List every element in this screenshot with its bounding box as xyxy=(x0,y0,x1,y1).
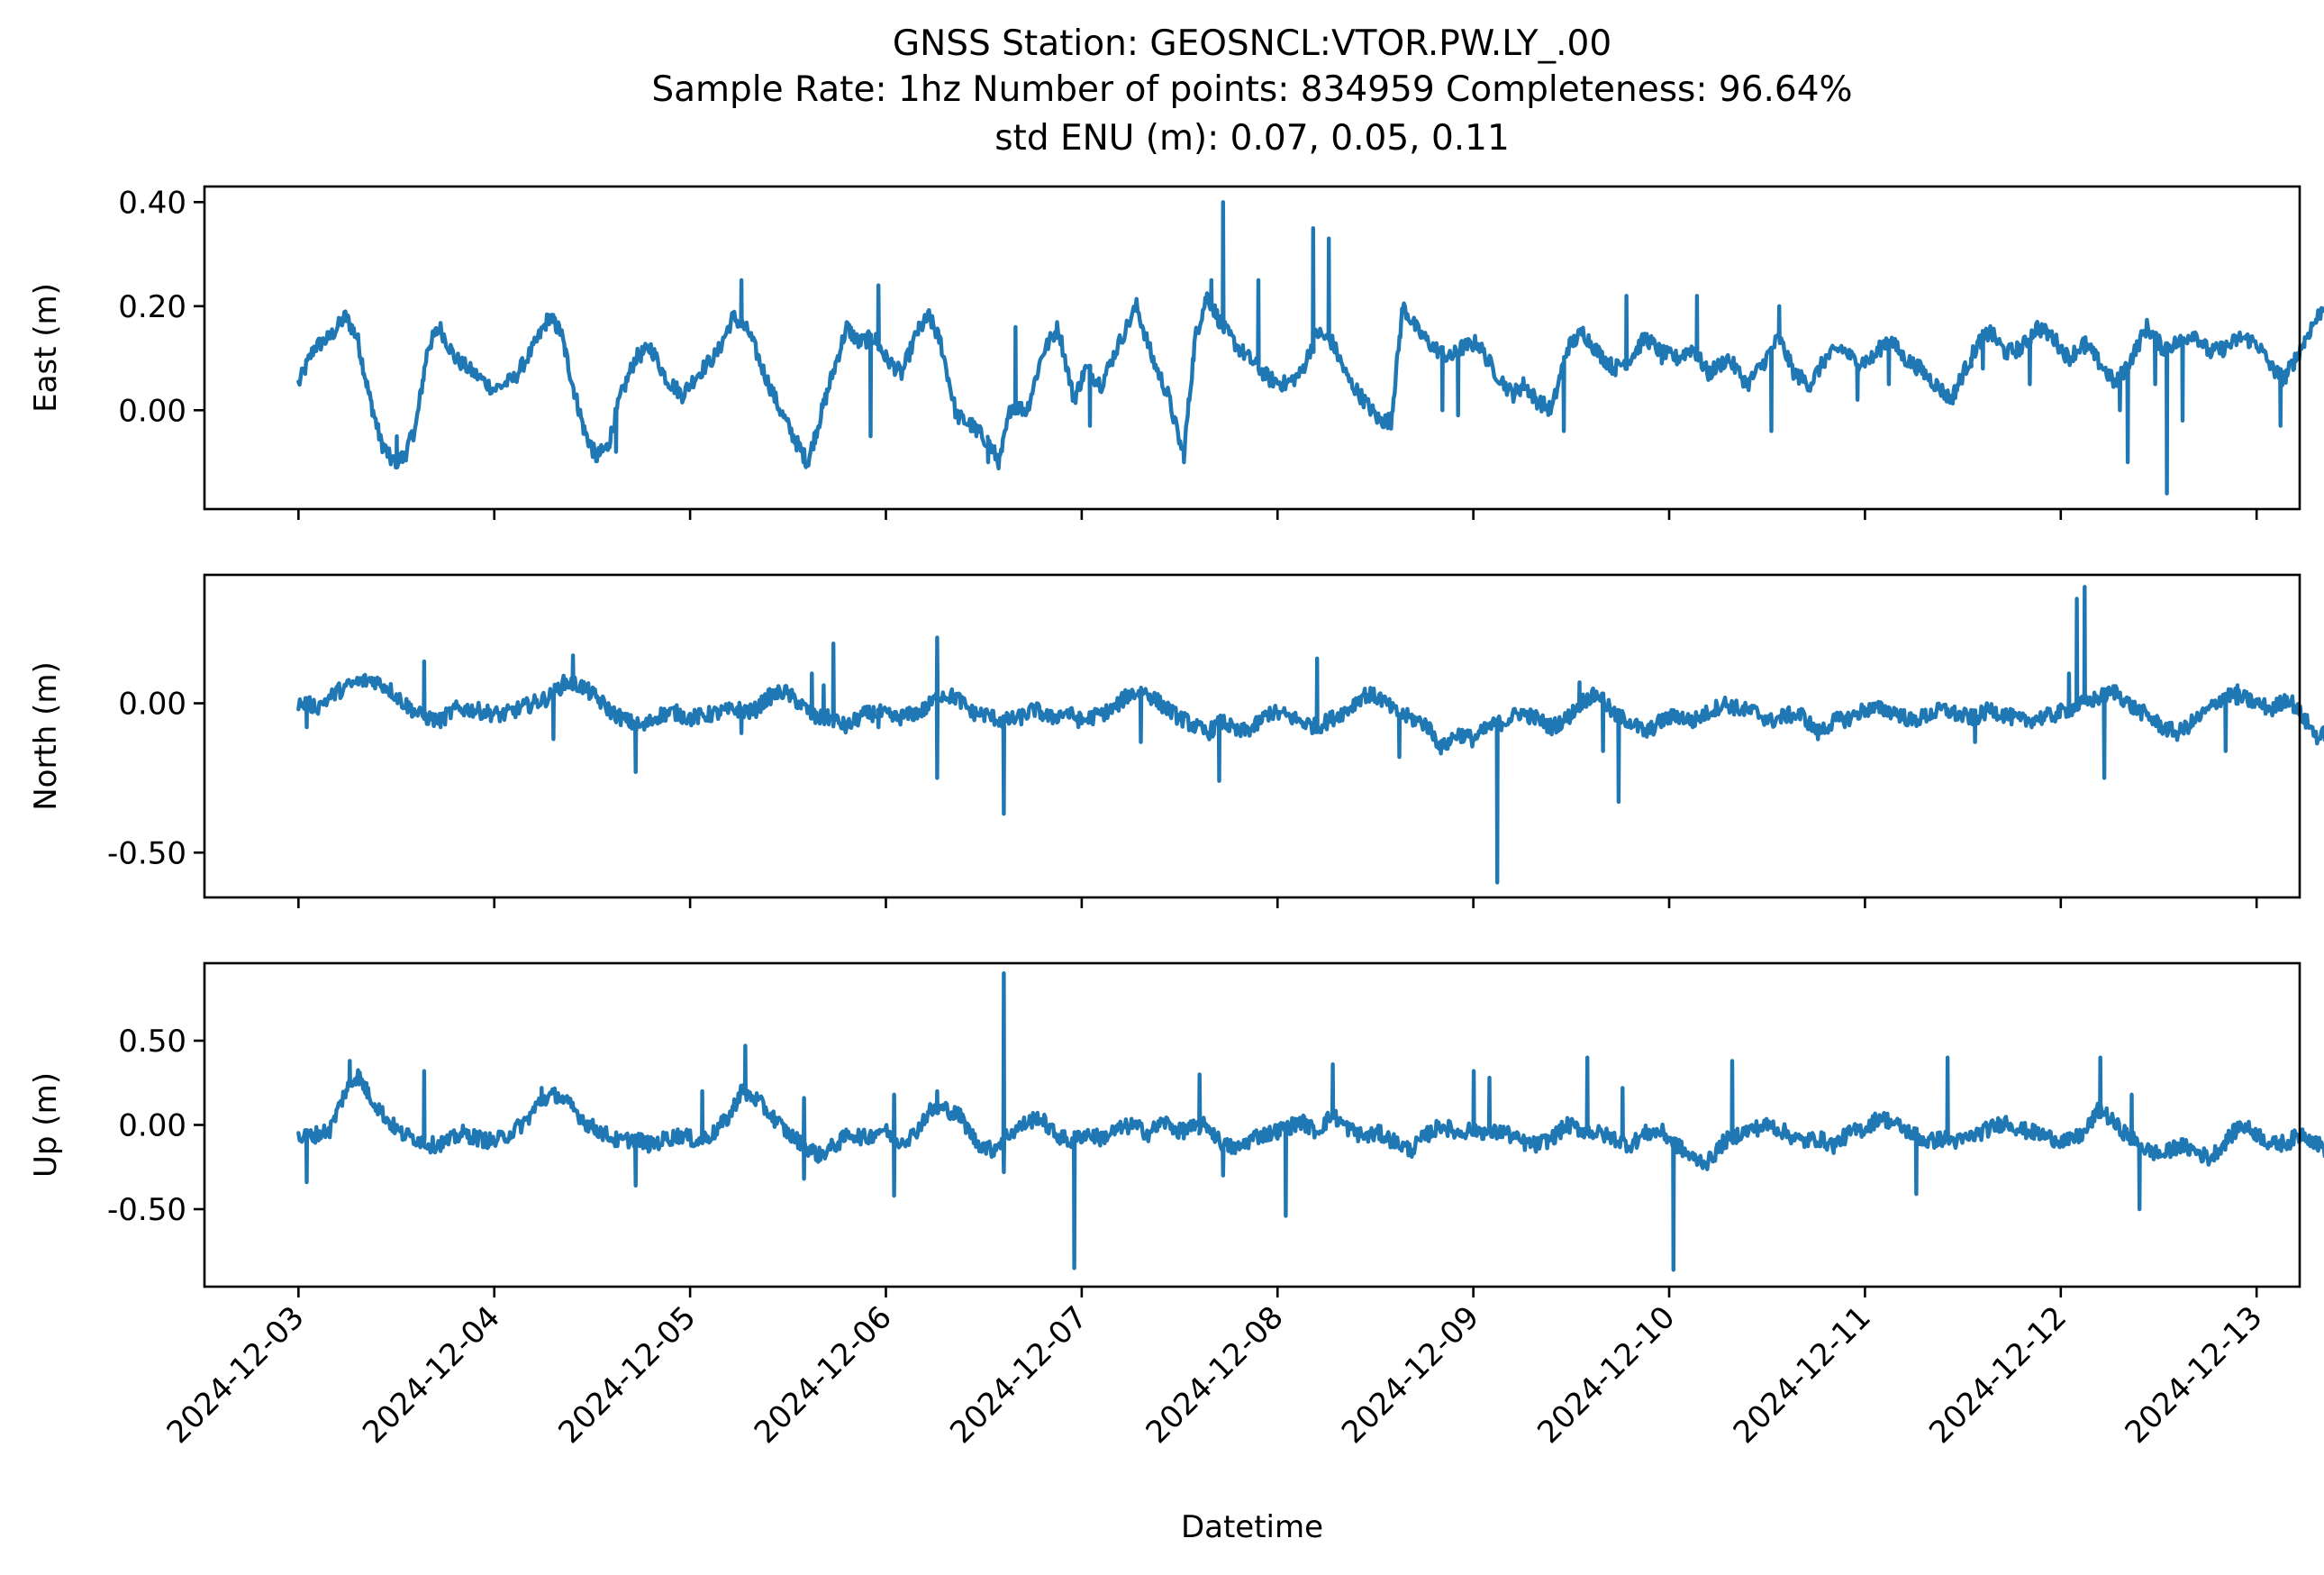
north-y-tick-label: 0.00 xyxy=(118,687,186,723)
north-y-axis: 0.00 -0.50 xyxy=(107,687,204,871)
east-y-tick-label: 0.00 xyxy=(118,393,186,429)
north-axes-frame xyxy=(203,573,2301,899)
east-axes-frame xyxy=(203,185,2301,511)
north-y-tick-label: -0.50 xyxy=(107,835,186,871)
north-series-line xyxy=(296,585,2324,885)
east-x-axis-ticks xyxy=(297,509,2258,520)
north-x-axis-ticks xyxy=(297,897,2258,908)
east-series-line xyxy=(296,200,2324,496)
up-series-line xyxy=(296,971,2324,1272)
east-panel: 0.00 0.20 0.40 East (m) xyxy=(28,185,2324,520)
up-panel: 0.50 0.00 -0.50 Up (m) xyxy=(28,961,2324,1297)
north-series xyxy=(296,585,2324,885)
up-axes-frame xyxy=(203,961,2301,1288)
up-y-tick-label: 0.00 xyxy=(118,1108,186,1144)
chart-title-line-1: GNSS Station: GEOSNCL:VTOR.PW.LY_.00 xyxy=(893,23,1611,64)
east-y-tick-label: 0.20 xyxy=(118,289,186,325)
up-y-tick-label: -0.50 xyxy=(107,1192,186,1228)
east-y-tick-label: 0.40 xyxy=(118,185,186,221)
chart-title-line-3: std ENU (m): 0.07, 0.05, 0.11 xyxy=(994,118,1510,159)
east-y-axis: 0.00 0.20 0.40 xyxy=(118,185,204,429)
up-y-axis-label: Up (m) xyxy=(28,1072,64,1178)
east-series xyxy=(296,200,2324,496)
north-panel: 0.00 -0.50 North (m) xyxy=(28,573,2324,908)
x-axis-label: Datetime xyxy=(1181,1509,1323,1545)
up-y-axis: 0.50 0.00 -0.50 xyxy=(107,1024,204,1228)
up-x-axis-ticks xyxy=(297,1287,2258,1297)
up-series xyxy=(296,971,2324,1272)
chart-title-line-2: Sample Rate: 1hz Number of points: 83495… xyxy=(651,69,1852,110)
up-y-tick-label: 0.50 xyxy=(118,1024,186,1060)
north-y-axis-label: North (m) xyxy=(28,661,64,811)
east-y-axis-label: East (m) xyxy=(28,283,64,413)
